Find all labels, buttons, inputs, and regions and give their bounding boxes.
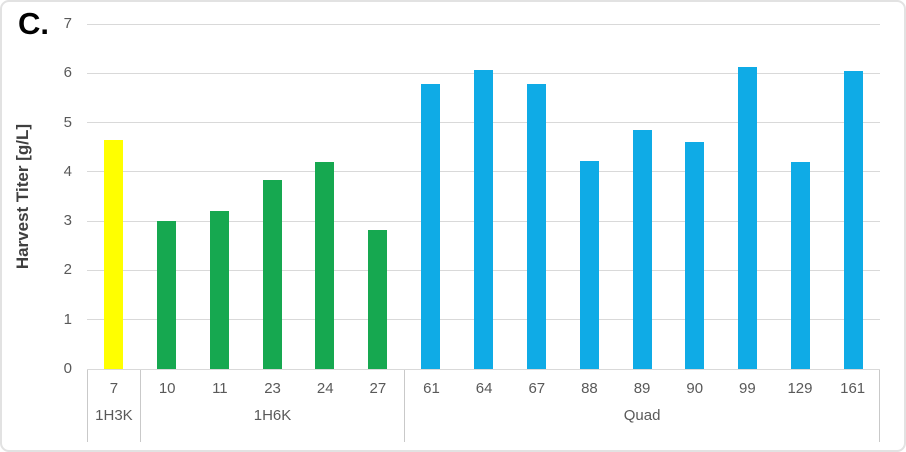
bar-slot-64 <box>457 24 510 369</box>
bar-64 <box>473 70 493 369</box>
bar-slot-67 <box>510 24 563 369</box>
x-tick-label-11: 11 <box>212 379 228 397</box>
x-group-1H3K: 7 1H3K <box>87 370 140 442</box>
bar-slot-10 <box>140 24 193 369</box>
y-tick-label-3: 3 <box>63 212 72 230</box>
x-tick-label-90: 90 <box>686 379 704 397</box>
y-tick-label-4: 4 <box>63 162 72 180</box>
panel-label: C. <box>18 6 49 41</box>
x-group-1H6K: 10 11 23 24 27 1H6K <box>139 370 404 442</box>
x-tick-label-89: 89 <box>633 379 651 397</box>
bar-129 <box>791 162 811 369</box>
y-tick-label-0: 0 <box>63 360 72 377</box>
bar-88 <box>579 160 599 369</box>
y-tick-label-7: 7 <box>63 15 72 32</box>
bar-11 <box>209 211 229 369</box>
bar-90 <box>685 142 705 369</box>
bar-161 <box>843 70 863 369</box>
bar-23 <box>262 179 282 369</box>
x-tick-label-24: 24 <box>316 379 334 397</box>
x-group-numbers: 7 <box>88 370 140 407</box>
bar-89 <box>632 130 652 369</box>
x-group-numbers: 61 64 67 88 89 90 99 129 161 <box>405 370 879 407</box>
plot-area <box>87 23 880 369</box>
bar-24 <box>315 162 335 369</box>
x-tick-label-23: 23 <box>264 379 281 397</box>
bar-61 <box>421 84 441 369</box>
bar-10 <box>156 221 176 369</box>
x-tick-label-64: 64 <box>475 379 493 397</box>
bar-slot-90 <box>668 24 721 369</box>
bar-slot-23 <box>246 24 299 369</box>
x-group-numbers: 10 11 23 24 27 <box>141 370 404 407</box>
x-tick-label-7: 7 <box>109 379 119 397</box>
x-tick-label-161: 161 <box>840 379 866 397</box>
y-tick-label-5: 5 <box>63 113 72 131</box>
x-group-label-1H6K: 1H6K <box>253 406 292 424</box>
x-tick-label-61: 61 <box>423 379 440 397</box>
x-tick-label-129: 129 <box>787 379 813 397</box>
gridline-7 <box>87 23 880 25</box>
x-group-label-1H3K: 1H3K <box>95 406 133 424</box>
bar-7 <box>103 139 123 369</box>
x-tick-label-99: 99 <box>739 379 756 397</box>
bar-slot-129 <box>774 24 827 369</box>
bar-67 <box>526 84 546 369</box>
bar-slot-61 <box>404 24 457 369</box>
x-tick-label-10: 10 <box>158 379 176 397</box>
x-axis: 7 1H3K 10 11 23 24 27 1H6K 61 64 67 88 89 90 99 129 161 Q… <box>87 369 880 442</box>
bar-99 <box>738 66 758 369</box>
y-tick-label-2: 2 <box>63 261 72 279</box>
bar-slot-24 <box>298 24 351 369</box>
x-group-label-Quad: Quad <box>623 406 661 424</box>
y-tick-label-6: 6 <box>63 64 72 82</box>
y-axis-ticks: 0 1 2 3 4 5 6 7 <box>2 15 72 377</box>
x-tick-label-27: 27 <box>369 379 387 397</box>
bar-slot-7 <box>87 24 140 369</box>
bar-slot-11 <box>193 24 246 369</box>
bar-slot-161 <box>827 24 880 369</box>
bar-slot-99 <box>721 24 774 369</box>
bar-slot-88 <box>563 24 616 369</box>
bar-series <box>87 24 880 369</box>
bar-slot-89 <box>616 24 669 369</box>
y-tick-label-1: 1 <box>63 310 72 328</box>
bar-slot-27 <box>351 24 404 369</box>
x-tick-label-88: 88 <box>581 379 598 397</box>
bar-27 <box>368 229 388 369</box>
x-tick-label-67: 67 <box>528 379 546 397</box>
x-group-Quad: 61 64 67 88 89 90 99 129 161 Quad <box>404 370 880 442</box>
